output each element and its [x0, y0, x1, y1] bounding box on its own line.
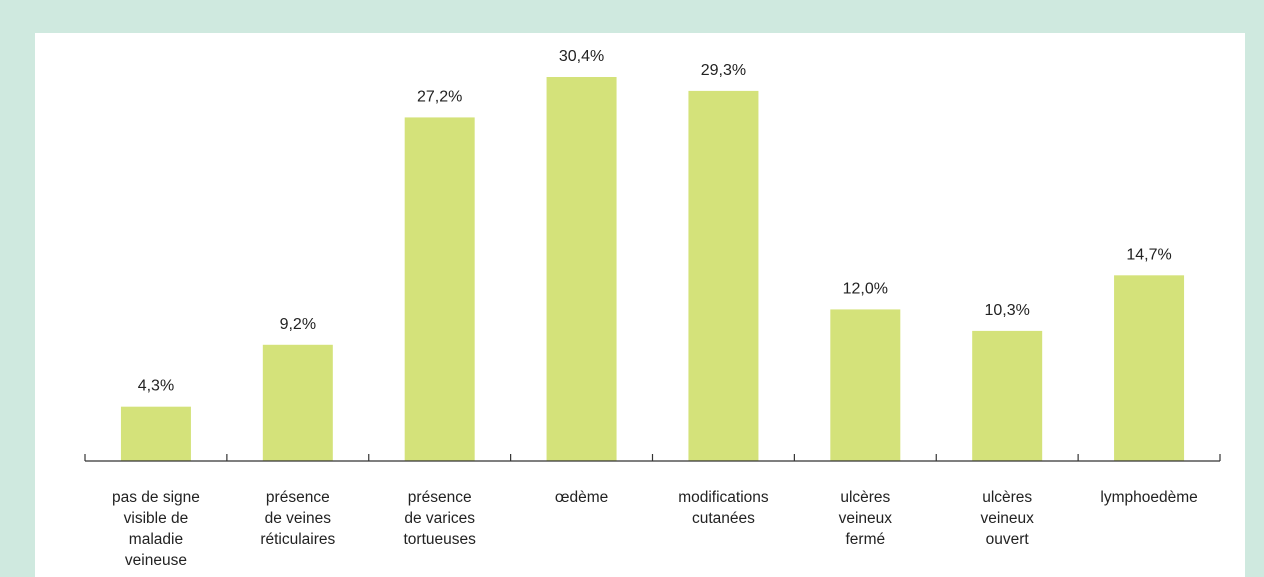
- category-label: œdème: [554, 489, 609, 506]
- category-label: modifications cutanées: [678, 489, 769, 527]
- bars-group: [120, 77, 1185, 461]
- data-label: 4,3%: [138, 378, 174, 395]
- bar: [546, 77, 617, 461]
- category-label: présence de varices tortueuses: [403, 489, 476, 548]
- data-label: 9,2%: [280, 316, 316, 333]
- bar: [830, 309, 901, 461]
- bar: [972, 330, 1043, 461]
- bar: [262, 344, 333, 461]
- data-label: 14,7%: [1126, 246, 1171, 263]
- bar: [120, 406, 191, 461]
- data-label: 29,3%: [701, 62, 746, 79]
- x-axis: [84, 454, 1221, 462]
- data-label: 10,3%: [985, 302, 1030, 319]
- data-label: 30,4%: [559, 48, 604, 65]
- chart-panel: 4,3% 9,2% 27,2% 30,4% 29,3% 12,0% 10,3% 14,7% p…: [35, 33, 1245, 577]
- bar-chart: 4,3% 9,2% 27,2% 30,4% 29,3% 12,0% 10,3% 14,7%: [84, 48, 1221, 462]
- category-label: pas de signe visible de maladie veineuse: [111, 489, 200, 569]
- category-label: ulcères veineux ouvert: [980, 489, 1034, 548]
- value-labels-group: 4,3% 9,2% 27,2% 30,4% 29,3% 12,0% 10,3% 14,7%: [138, 48, 1172, 395]
- data-label: 12,0%: [843, 280, 888, 297]
- category-label: présence de veines réticulaires: [260, 489, 336, 548]
- data-label: 27,2%: [417, 88, 462, 105]
- category-label: ulcères veineux fermé: [838, 489, 893, 548]
- bar: [1114, 275, 1185, 461]
- bar: [404, 117, 475, 461]
- bar: [688, 90, 759, 461]
- category-label: lymphoedème: [1100, 489, 1198, 506]
